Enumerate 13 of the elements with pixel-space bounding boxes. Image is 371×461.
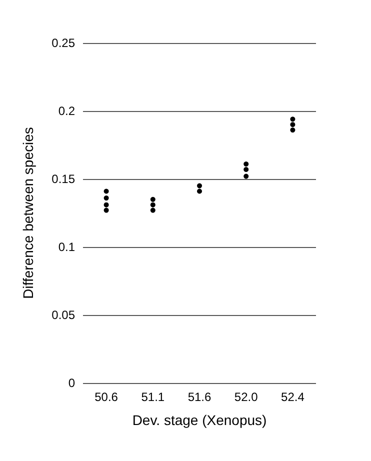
y-tick-label: 0.25 xyxy=(52,36,76,50)
x-tick-label: 52.0 xyxy=(234,390,258,404)
y-axis-title: Difference between species xyxy=(20,127,36,299)
y-tick-label: 0.2 xyxy=(58,104,76,118)
y-tick-label: 0 xyxy=(68,376,76,390)
x-tick-label: 51.6 xyxy=(188,390,212,404)
x-axis-title: Dev. stage (Xenopus) xyxy=(132,412,267,428)
y-tick-label: 0.1 xyxy=(58,240,76,254)
y-tick-label: 0.15 xyxy=(52,172,76,186)
x-tick-label: 52.4 xyxy=(281,390,305,404)
x-tick-label: 50.6 xyxy=(94,390,118,404)
y-tick-label: 0.05 xyxy=(52,308,76,322)
x-tick-label: 51.1 xyxy=(141,390,165,404)
